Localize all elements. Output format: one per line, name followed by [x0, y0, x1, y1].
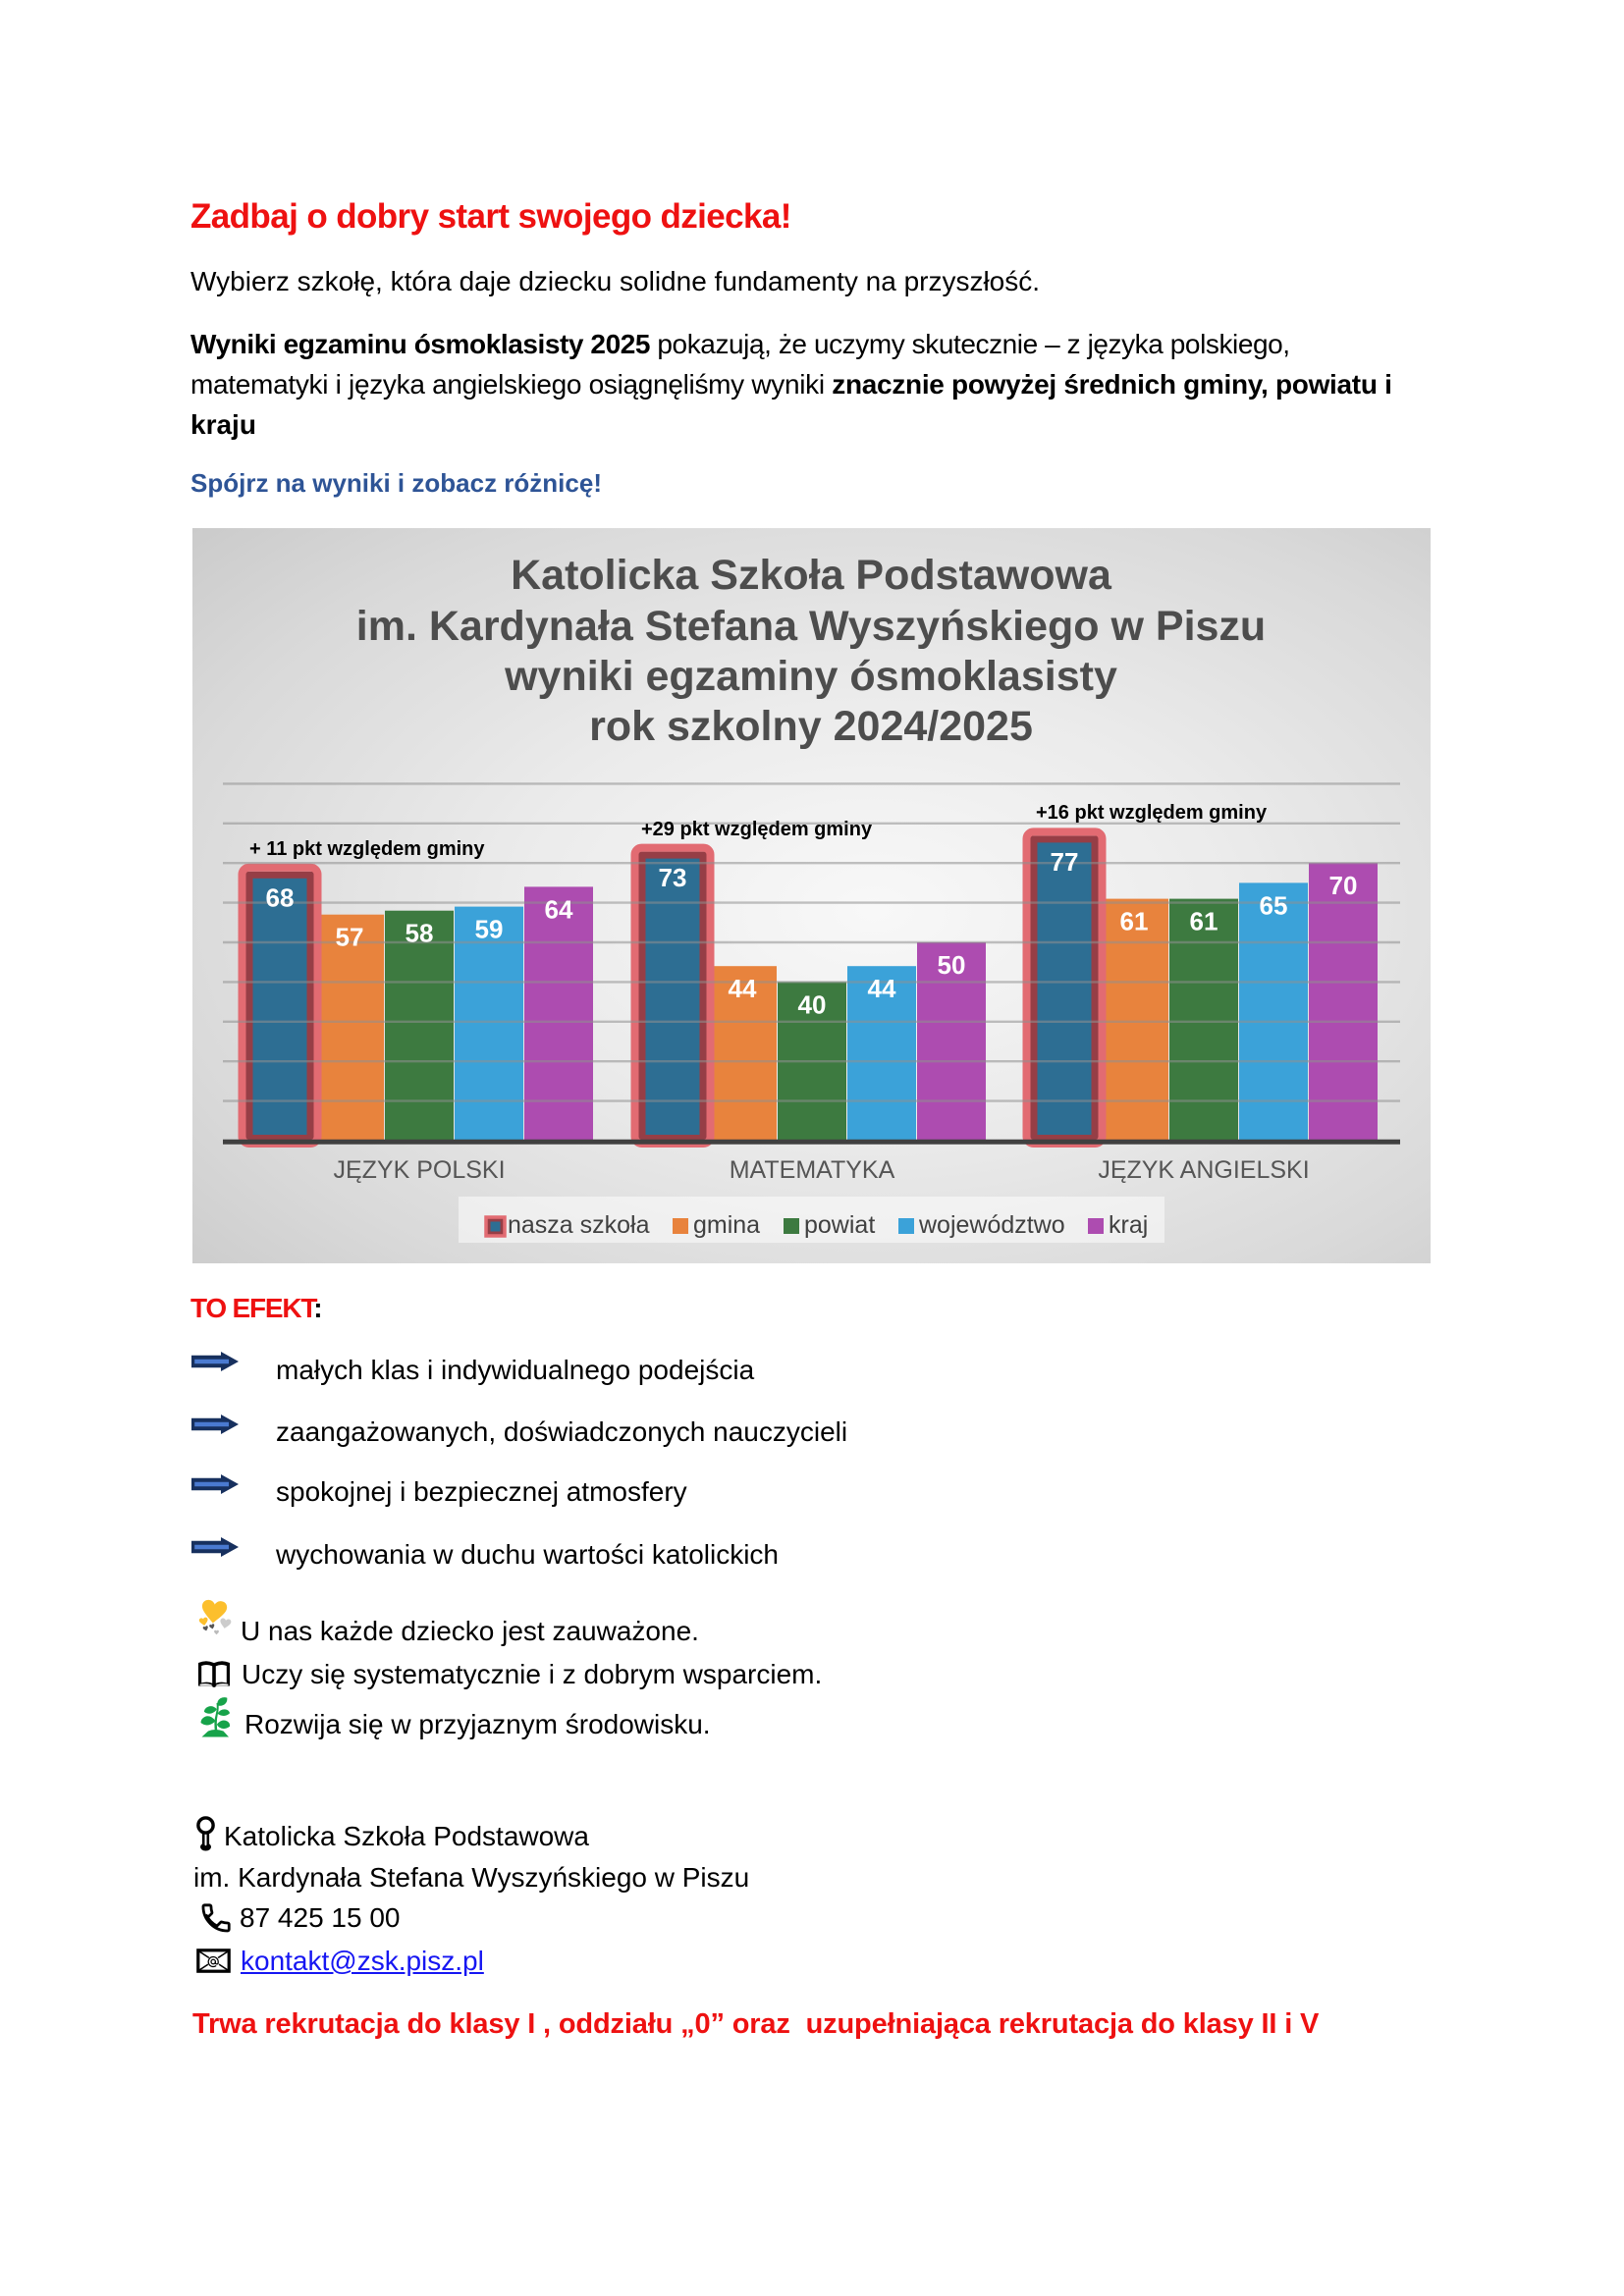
svg-text:im. Kardynała Stefana Wyszyńsk: im. Kardynała Stefana Wyszyńskiego w Pis… — [356, 603, 1266, 650]
svg-text:61: 61 — [1120, 907, 1149, 936]
svg-text:kraj: kraj — [1109, 1211, 1148, 1239]
svg-text:59: 59 — [475, 915, 504, 944]
svg-text:JĘZYK ANGIELSKI: JĘZYK ANGIELSKI — [1098, 1156, 1309, 1184]
svg-text:44: 44 — [868, 974, 896, 1003]
svg-text:61: 61 — [1190, 907, 1218, 936]
svg-text:73: 73 — [659, 863, 687, 892]
svg-text:+29 pkt względem gminy: +29 pkt względem gminy — [641, 819, 873, 840]
svg-text:70: 70 — [1329, 871, 1358, 900]
svg-text:68: 68 — [266, 882, 295, 912]
svg-text:50: 50 — [938, 950, 966, 980]
svg-text:40: 40 — [798, 989, 827, 1019]
svg-text:powiat: powiat — [804, 1211, 875, 1239]
svg-text:77: 77 — [1051, 847, 1079, 877]
svg-text:+ 11 pkt względem gminy: + 11 pkt względem gminy — [249, 838, 485, 860]
svg-text:MATEMATYKA: MATEMATYKA — [730, 1156, 895, 1184]
svg-text:57: 57 — [336, 923, 364, 952]
svg-text:+16 pkt względem gminy: +16 pkt względem gminy — [1036, 802, 1268, 824]
svg-text:gmina: gmina — [693, 1211, 760, 1239]
svg-text:nasza szkoła: nasza szkoła — [508, 1211, 650, 1239]
svg-text:wyniki egzaminy ósmoklasisty: wyniki egzaminy ósmoklasisty — [504, 653, 1117, 700]
svg-text:Katolicka Szkoła Podstawowa: Katolicka Szkoła Podstawowa — [511, 552, 1112, 599]
svg-text:rok szkolny 2024/2025: rok szkolny 2024/2025 — [589, 703, 1033, 750]
svg-text:44: 44 — [729, 974, 757, 1003]
svg-text:65: 65 — [1260, 890, 1288, 920]
svg-text:58: 58 — [406, 919, 434, 948]
svg-text:64: 64 — [545, 894, 573, 924]
svg-text:JĘZYK POLSKI: JĘZYK POLSKI — [333, 1156, 505, 1184]
svg-text:województwo: województwo — [918, 1211, 1065, 1239]
